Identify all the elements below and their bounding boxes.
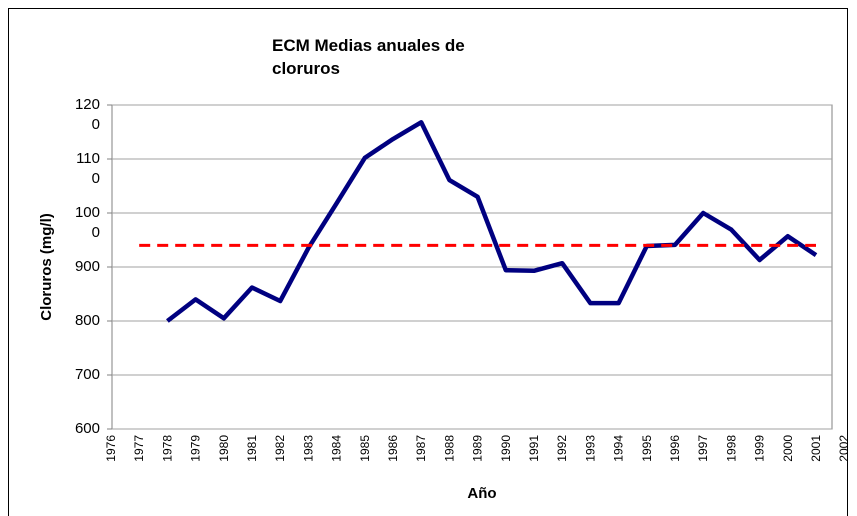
x-tick-label: 1979: [189, 435, 203, 462]
x-tick-label: 1986: [386, 435, 400, 462]
y-axis-label: Cloruros (mg/l): [38, 213, 55, 321]
x-tick-label: 2000: [781, 435, 795, 462]
y-tick-label: 1100: [76, 150, 100, 187]
x-tick-label: 1985: [358, 435, 372, 462]
x-axis-label: Año: [467, 485, 496, 502]
x-tick-label: 1989: [471, 435, 485, 462]
x-tick-label: 1994: [612, 435, 626, 462]
x-tick-label: 2002: [837, 435, 851, 462]
x-tick-label: 1996: [668, 435, 682, 462]
x-tick-label: 1978: [160, 435, 174, 462]
x-tick-label: 1983: [301, 435, 315, 462]
x-tick-label: 1984: [330, 435, 344, 462]
y-tick-label: 1000: [74, 204, 100, 241]
x-tick-label: 1992: [555, 435, 569, 462]
x-tick-label: 1987: [414, 435, 428, 462]
x-tick-label: 1976: [104, 435, 118, 462]
data-line: [166, 120, 818, 323]
x-tick-label: 1977: [132, 435, 146, 462]
y-tick-label: 600: [74, 420, 100, 437]
x-tick-label: 1995: [640, 435, 654, 462]
y-tick-label: 800: [74, 312, 100, 329]
x-tick-label: 1999: [753, 435, 767, 462]
x-tick-label: 1997: [696, 435, 710, 462]
y-tick-label: 700: [74, 366, 100, 383]
x-tick-label: 2001: [809, 435, 823, 462]
x-tick-label: 1982: [273, 435, 287, 462]
x-tick-label: 1991: [527, 435, 541, 462]
x-tick-label: 1993: [583, 435, 597, 462]
x-tick-label: 1990: [499, 435, 513, 462]
x-tick-label: 1998: [724, 435, 738, 462]
x-tick-label: 1980: [217, 435, 231, 462]
x-tick-label: 1988: [442, 435, 456, 462]
x-tick-label: 1981: [245, 435, 259, 462]
chart-title: ECM Medias anuales de cloruros: [272, 36, 465, 78]
y-tick-label: 1200: [74, 96, 100, 133]
y-tick-label: 900: [74, 258, 100, 275]
